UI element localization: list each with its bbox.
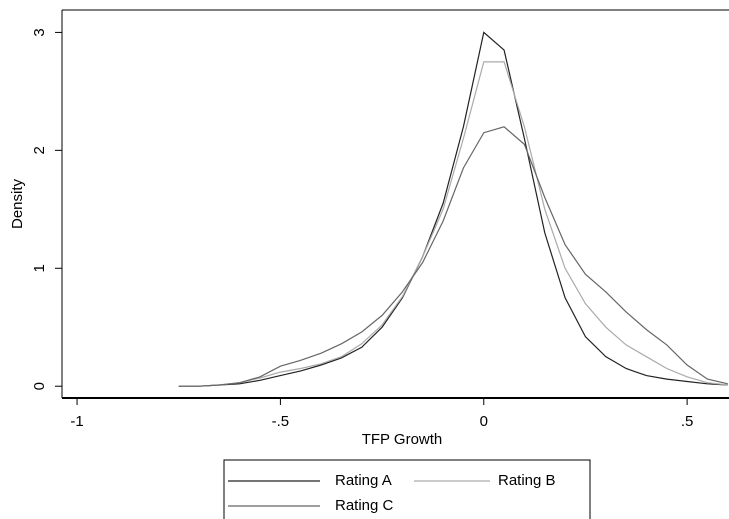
y-tick-label: 1	[31, 264, 48, 272]
x-tick-label: .5	[681, 413, 694, 430]
x-tick-label: -.5	[272, 413, 290, 430]
legend-box	[223, 459, 591, 519]
y-axis-title: Density	[9, 178, 26, 229]
legend-label: Rating A	[335, 472, 392, 489]
legend-label: Rating C	[335, 497, 394, 514]
density-line	[178, 126, 728, 387]
x-tick-label: 0	[480, 413, 488, 430]
x-tick-label: -1	[70, 413, 83, 430]
legend-label: Rating B	[498, 472, 556, 489]
density-line	[178, 61, 728, 387]
y-tick-label: 2	[31, 146, 48, 154]
x-axis-title: TFP Growth	[362, 431, 443, 448]
density-line	[178, 31, 728, 387]
y-tick-label: 3	[31, 28, 48, 36]
y-tick-label: 0	[31, 382, 48, 390]
